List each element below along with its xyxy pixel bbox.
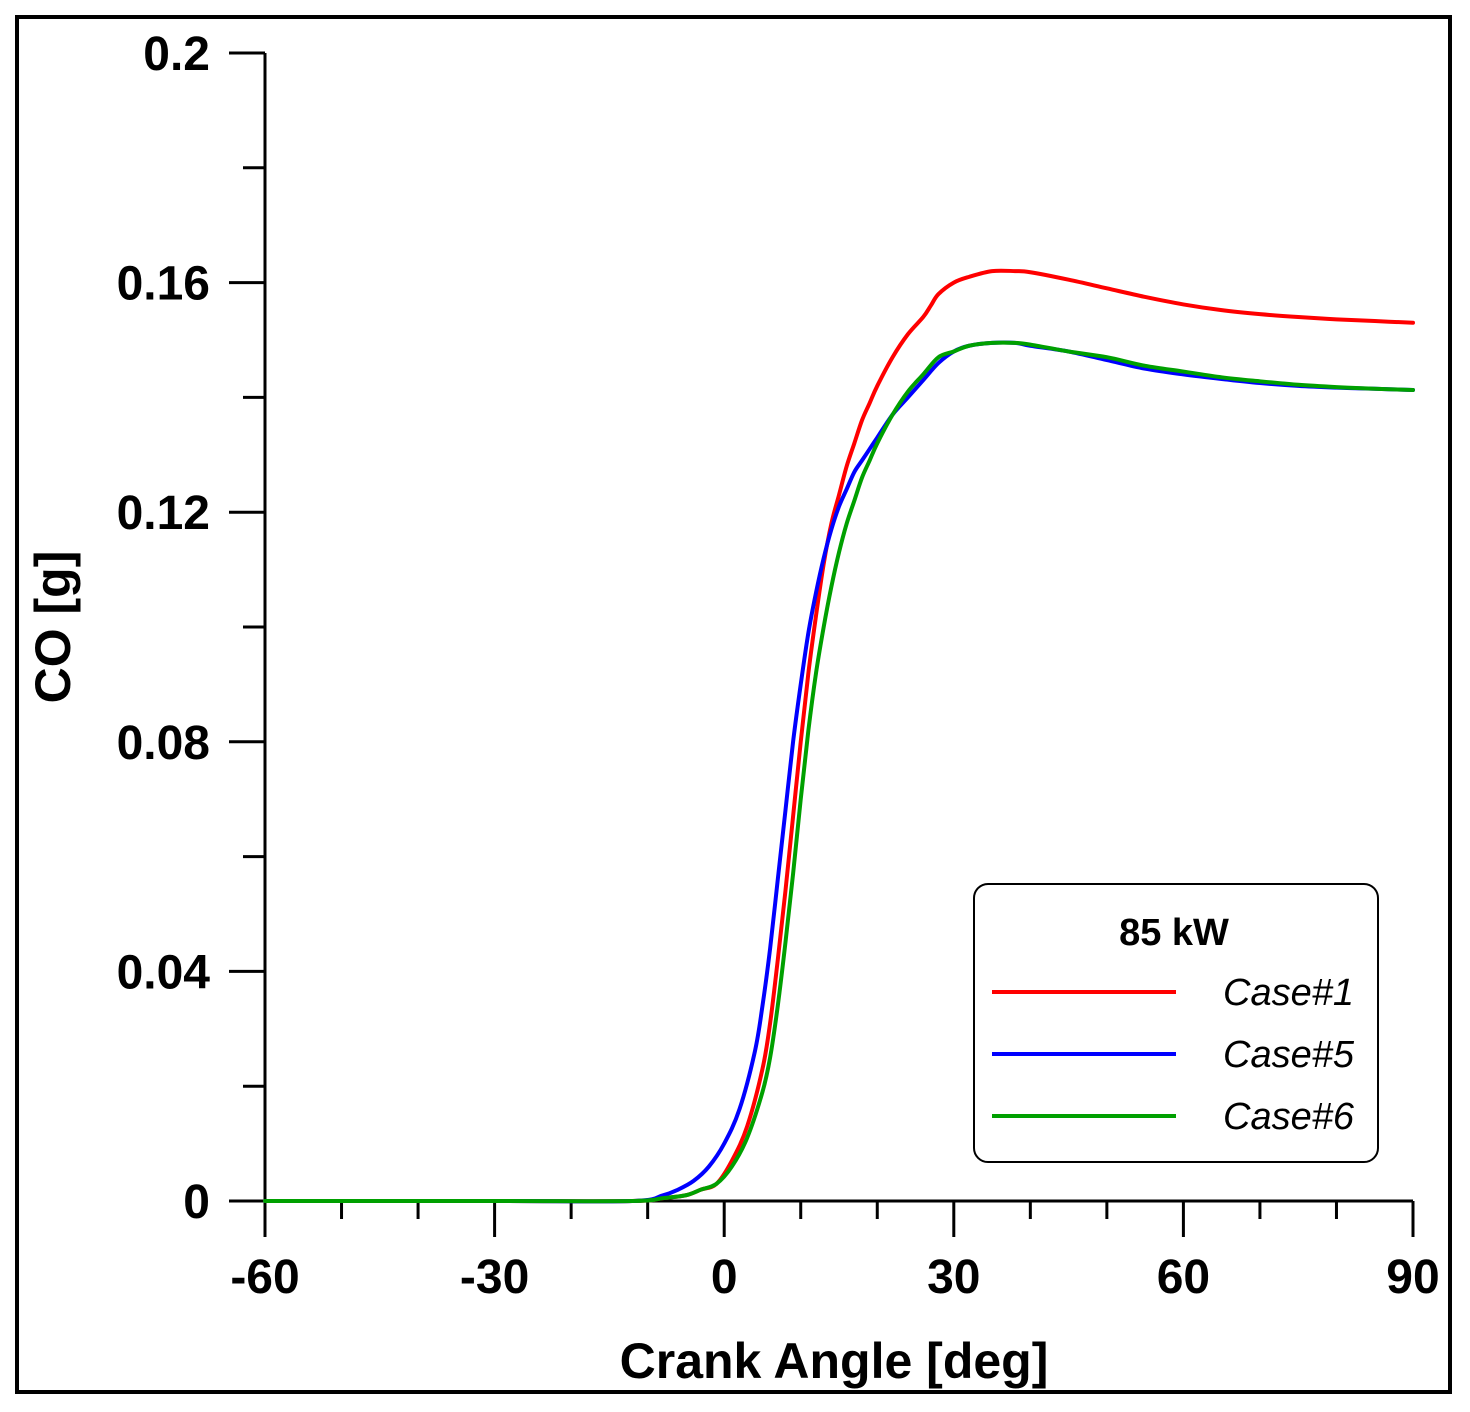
y-tick-label: 0.04 [117,946,211,999]
legend-box [973,883,1379,1163]
y-tick-label: 0 [183,1176,210,1229]
y-tick-label: 0.08 [117,717,210,770]
x-tick-label: -60 [230,1251,299,1304]
legend-entries: Case#1 Case#5 Case#6 [992,972,1355,1138]
x-tick-label: 30 [927,1251,980,1304]
y-axis-title: CO [g] [25,551,81,704]
series-line-case-5 [263,340,1415,1204]
x-tick-label: 90 [1386,1251,1439,1304]
series-layer [263,268,1415,1204]
legend-label-case-1: Case#1 [1223,972,1354,1014]
x-ticks: -60 -30 0 30 60 90 [230,1201,1440,1304]
x-tick-label: 0 [711,1251,738,1304]
legend: 85 kW Case#1 Case#5 Case#6 [973,883,1379,1163]
y-tick-label: 0.16 [117,258,210,311]
legend-title: 85 kW [1119,912,1229,954]
x-tick-label: -30 [460,1251,529,1304]
figure-frame [15,15,1452,1394]
legend-label-case-5: Case#5 [1223,1034,1355,1076]
legend-label-case-6: Case#6 [1223,1096,1355,1138]
x-tick-label: 60 [1157,1251,1210,1304]
y-tick-label: 0.12 [117,487,210,540]
series-line-case-6 [263,340,1415,1204]
y-ticks: 0 0.04 0.08 0.12 0.16 0.2 [117,28,265,1229]
y-tick-label: 0.2 [143,28,210,81]
x-axis-title: Crank Angle [deg] [620,1333,1049,1389]
